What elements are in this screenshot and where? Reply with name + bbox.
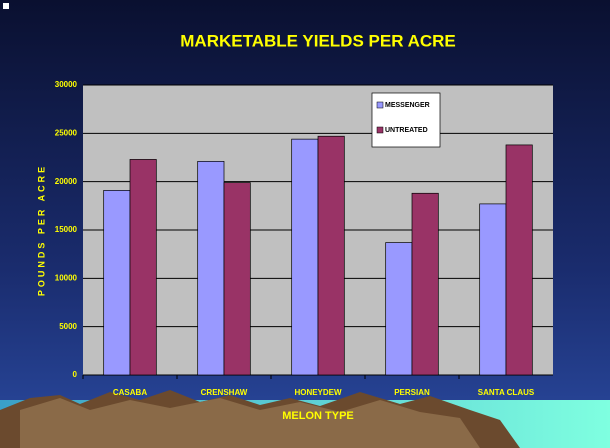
x-tick-label: CASABA [113, 388, 147, 397]
x-tick-label: PERSIAN [394, 388, 430, 397]
bar [385, 242, 413, 376]
bar [197, 161, 225, 376]
legend-swatch [376, 101, 384, 109]
y-tick-label: 10000 [55, 273, 78, 282]
mountains-light [20, 398, 480, 448]
y-tick-label: 30000 [55, 80, 78, 89]
legend: MESSENGER UNTREATED [371, 92, 441, 148]
bar [479, 203, 507, 376]
x-tick-label: CRENSHAW [201, 388, 248, 397]
legend-swatch [376, 126, 384, 134]
corner-marker [3, 3, 9, 9]
x-axis-title: MELON TYPE [282, 410, 354, 422]
y-tick-label: 15000 [55, 225, 78, 234]
bar [291, 138, 319, 376]
y-tick-label: 0 [73, 370, 78, 379]
x-tick-label: SANTA CLAUS [478, 388, 535, 397]
bar [223, 182, 251, 376]
bar [411, 192, 439, 376]
chart-title: MARKETABLE YIELDS PER ACRE [180, 31, 456, 50]
x-tick-label: HONEYDEW [294, 388, 342, 397]
legend-box [371, 92, 441, 148]
legend-label: MESSENGER [385, 102, 430, 109]
y-tick-label: 5000 [59, 322, 77, 331]
legend-label: UNTREATED [385, 127, 428, 134]
bar [505, 144, 533, 376]
y-tick-label: 20000 [55, 177, 78, 186]
bar [129, 159, 157, 376]
bar [103, 190, 131, 376]
bar [317, 135, 345, 376]
y-tick-label: 25000 [55, 128, 78, 137]
y-axis-title: POUNDS PER ACRE [36, 164, 46, 296]
